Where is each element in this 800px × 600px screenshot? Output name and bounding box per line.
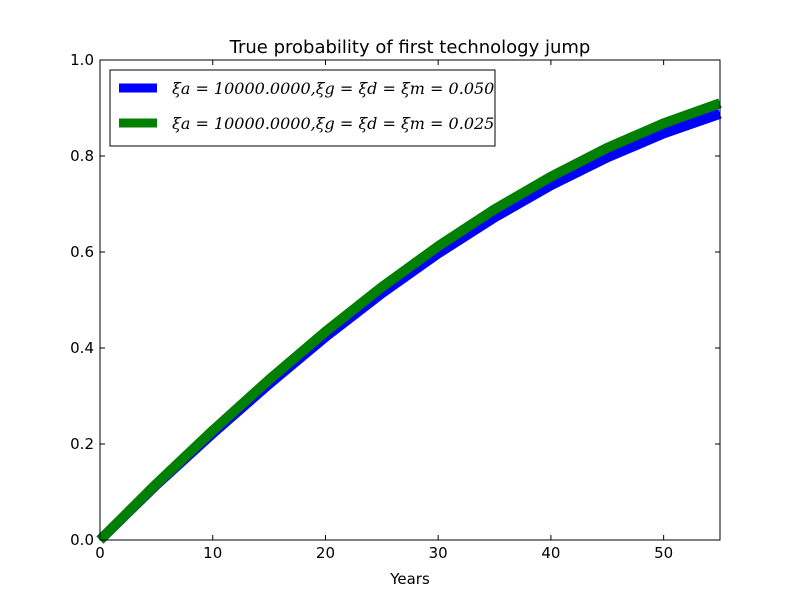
x-tick-label-5: 50 [654,544,673,562]
chart-title: True probability of first technology jum… [229,37,591,58]
legend-label-series-1: ξa = 10000.0000,ξg = ξd = ξm = 0.050 [172,79,494,98]
x-tick-label-2: 20 [316,544,335,562]
y-tick-label-5: 1.0 [70,51,94,69]
x-tick-label-0: 0 [95,544,105,562]
x-tick-label-3: 30 [429,544,448,562]
series-group [96,98,722,544]
x-tick-label-1: 10 [203,544,222,562]
x-axis-label: Years [389,570,430,588]
legend-box [109,69,496,147]
y-tick-label-0: 0.0 [70,531,94,549]
ticks-group: 0 10 20 30 40 50 0.0 0.2 0.4 0.6 0.8 1.0 [70,51,720,562]
series-line-2 [96,98,722,544]
legend: ξa = 10000.0000,ξg = ξd = ξm = 0.050 ξa … [109,69,496,147]
plot-frame [99,59,721,541]
y-tick-label-3: 0.6 [70,243,94,261]
y-tick-label-1: 0.2 [70,435,94,453]
y-tick-label-2: 0.4 [70,339,94,357]
legend-label-series-2: ξa = 10000.0000,ξg = ξd = ξm = 0.025 [172,114,494,133]
x-tick-label-4: 40 [541,544,560,562]
y-tick-label-4: 0.8 [70,147,94,165]
